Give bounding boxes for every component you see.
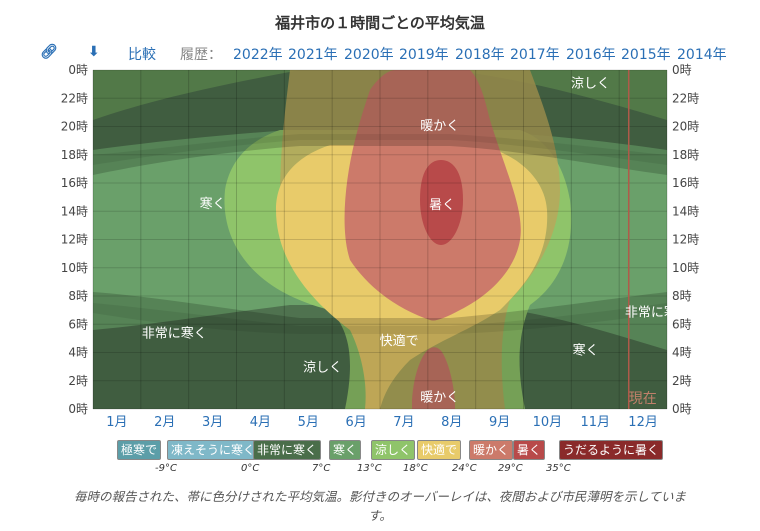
y-tick-label-left: 2時 [68,374,88,388]
band-label: 涼しく [571,77,610,92]
year-link-2019[interactable]: 2019年 [399,47,449,63]
history-label: 履歴： [180,47,222,63]
legend-threshold: 7°C [312,463,331,474]
y-tick-label-right: 12時 [672,233,699,247]
legend-item: 暑く [513,440,546,460]
year-link-2022[interactable]: 2022年 [233,47,283,63]
compare-link[interactable]: 比較 [128,47,156,63]
y-tick-label-right: 10時 [672,261,699,275]
band-cold-top [93,70,667,120]
band-label: 寒く [573,343,599,359]
y-tick-label-left: 22時 [61,91,88,105]
y-tick-label-right: 14時 [672,204,699,218]
y-tick-label-left: 0時 [68,63,88,77]
legend-threshold: 18°C [403,463,428,474]
band-label: 寒く [200,196,226,212]
y-tick-label-left: 6時 [68,317,88,331]
x-tick-label[interactable]: 7月 [393,415,414,430]
chart-caption: 毎時の報告された、帯に色分けされた平均気温。影付きのオーバーレイは、夜間および市… [73,489,686,523]
legend-item: 快適で [417,440,462,460]
legend-threshold: 35°C [546,463,571,474]
x-tick-label[interactable]: 9月 [489,415,510,430]
y-tick-label-right: 22時 [672,91,699,105]
y-tick-label-left: 10時 [61,261,88,275]
y-tick-label-left: 14時 [61,204,88,218]
legend-threshold: 0°C [241,463,260,474]
night-overlay [93,70,667,409]
year-link-2014[interactable]: 2014年 [677,47,727,63]
year-link-2020[interactable]: 2020年 [344,47,394,63]
now-label: 現在 [629,391,657,407]
year-link-2021[interactable]: 2021年 [288,47,338,63]
x-tick-label[interactable]: 4月 [250,415,271,430]
y-tick-label-right: 16時 [672,176,699,190]
y-tick-label-left: 12時 [61,233,88,247]
x-tick-label[interactable]: 11月 [580,415,610,430]
x-tick-label[interactable]: 8月 [441,415,462,430]
x-tick-label[interactable]: 1月 [106,415,127,430]
band-hot [420,160,463,245]
legend-item: うだるように暑く [559,440,664,460]
band-label: 暖かく [420,390,459,405]
y-tick-label-right: 8時 [672,289,692,303]
y-tick-label-left: 4時 [68,346,88,360]
year-link-2016[interactable]: 2016年 [566,47,616,63]
download-icon[interactable]: ⬇︎ [88,44,100,60]
legend-item: 非常に寒く [253,440,322,460]
y-tick-label-right: 20時 [672,120,699,134]
y-tick-label-left: 0時 [68,402,88,416]
now-marker: 現在 [627,70,657,409]
legend-item: 凍えそうに寒く [167,440,260,460]
year-link-2017[interactable]: 2017年 [510,47,560,63]
x-tick-label[interactable]: 10月 [533,415,563,430]
y-tick-label-right: 2時 [672,374,692,388]
y-tick-label-left: 8時 [68,289,88,303]
legend-threshold: 13°C [357,463,382,474]
legend: 極寒で 凍えそうに寒く 非常に寒く 寒く 涼しく 快適で 暖かく 暑く うだるように暑く [0,440,760,460]
band-label: 快適で [380,333,419,349]
band-label: 暑く [429,198,455,213]
legend-item: 極寒で [117,440,162,460]
band-label: 非常に寒く [142,326,207,342]
band-label: 暖かく [420,119,459,134]
band-label: 非常に寒く [625,305,690,321]
legend-threshold: 24°C [452,463,477,474]
y-tick-label-right: 0時 [672,402,692,416]
legend-item: 暖かく [469,440,514,460]
x-tick-label[interactable]: 3月 [202,415,223,430]
x-tick-label[interactable]: 12月 [628,415,658,430]
grid-lines [92,69,668,410]
y-tick-label-right: 4時 [672,346,692,360]
x-tick-label[interactable]: 6月 [345,415,366,430]
band-label: 涼しく [303,361,342,376]
toolbar: 🔗︎ ⬇︎ 比較 履歴： 2022年 2021年 2020年 2019年 201… [0,44,760,64]
band-layer [93,70,667,409]
legend-item: 寒く [329,440,362,460]
link-icon[interactable]: 🔗︎ [40,44,58,60]
legend-item: 涼しく [371,440,416,460]
y-tick-label-right: 0時 [672,63,692,77]
y-tick-label-right: 18時 [672,148,699,162]
legend-threshold: 29°C [498,463,523,474]
chart-title: 福井市の１時間ごとの平均気温 [275,14,485,32]
year-link-2015[interactable]: 2015年 [621,47,671,63]
y-tick-label-left: 16時 [61,176,88,190]
band-warm-bottom [412,347,455,409]
y-tick-label-left: 20時 [61,120,88,134]
year-link-2018[interactable]: 2018年 [455,47,505,63]
legend-threshold: -9°C [155,463,177,474]
x-tick-label[interactable]: 2月 [154,415,175,430]
y-tick-label-right: 6時 [672,317,692,331]
axes: 0時 0時 2時 2時 4時 4時 6時 6時 8時 8時 10時 10時 12時 12時 14時 14時 16… [61,63,700,430]
x-tick-label[interactable]: 5月 [298,415,319,430]
y-tick-label-left: 18時 [61,148,88,162]
